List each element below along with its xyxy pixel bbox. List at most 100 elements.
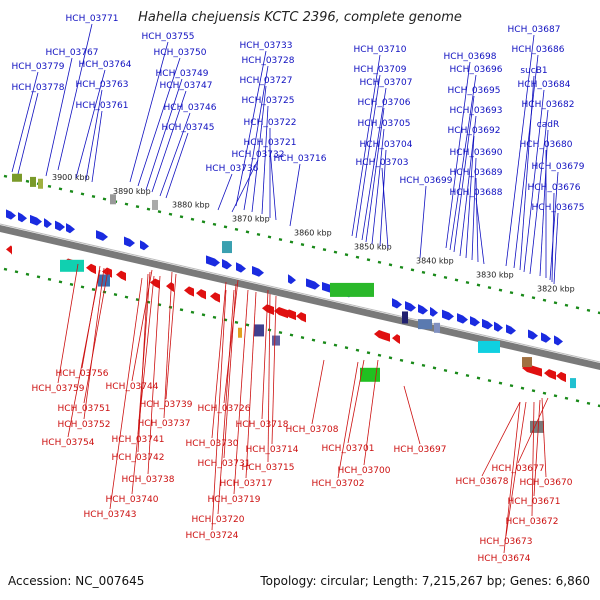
- top-gene-label-connector: [45, 57, 73, 177]
- bottom-gene-label: HCH_03737: [138, 419, 191, 429]
- top-gene-label-connector: [129, 41, 169, 183]
- feature-box: [360, 367, 380, 382]
- top-gene-label: HCH_03763: [76, 80, 129, 90]
- top-gene-label-connector: [11, 71, 39, 173]
- bottom-gene-label-connector: [261, 289, 269, 420]
- bottom-gene-label-connector: [67, 269, 101, 438]
- feature-box: [12, 173, 22, 182]
- inner-tick-rail: [234, 320, 239, 324]
- outer-tick-rail: [520, 293, 525, 297]
- top-gene-label-connector: [261, 105, 269, 215]
- outer-tick-rail: [223, 225, 228, 229]
- inner-tick-rail: [344, 346, 349, 350]
- top-gene-label: HCH_03676: [528, 183, 581, 193]
- forward-gene-arrow: [418, 304, 428, 315]
- top-gene-label-connector: [381, 167, 389, 249]
- bottom-gene-label-connector: [109, 277, 143, 510]
- top-gene-label-connector: [365, 107, 385, 243]
- bottom-gene-label-connector: [137, 273, 149, 453]
- feature-box: [272, 335, 280, 346]
- backbone-band: [0, 225, 600, 370]
- inner-tick-rail: [465, 374, 470, 378]
- forward-gene-arrow: [222, 259, 232, 270]
- bottom-gene-label: HCH_03719: [208, 495, 261, 505]
- top-gene-label-connector: [529, 109, 549, 275]
- bottom-gene-label-connector: [271, 295, 277, 445]
- bottom-gene-label-connector: [245, 291, 257, 479]
- top-gene-label: HCH_03696: [450, 65, 503, 75]
- bottom-gene-label: HCH_03754: [42, 438, 95, 448]
- top-gene-label: HCH_03709: [354, 65, 407, 75]
- top-gene-label: HCH_03761: [76, 101, 129, 111]
- outer-tick-rail: [256, 232, 261, 236]
- forward-gene-arrow: [252, 265, 264, 277]
- bottom-gene-label: HCH_03740: [106, 495, 159, 505]
- inner-tick-rail: [542, 391, 547, 395]
- bottom-gene-label: HCH_03673: [480, 537, 533, 547]
- inner-tick-rail: [47, 277, 52, 281]
- inner-tick-rail: [58, 280, 63, 284]
- inner-tick-rail: [498, 381, 503, 385]
- top-gene-label-connector: [269, 147, 277, 221]
- top-gene-label: HCH_03704: [360, 140, 413, 150]
- top-gene-label-connector: [355, 74, 381, 239]
- top-gene-label: HCH_03688: [450, 188, 503, 198]
- reverse-gene-arrow: [6, 245, 12, 255]
- forward-gene-arrow: [30, 214, 42, 226]
- outer-tick-rail: [333, 250, 338, 254]
- feature-box: [238, 327, 242, 338]
- outer-tick-rail: [366, 258, 371, 262]
- bottom-gene-label-connector: [131, 275, 155, 495]
- forward-gene-arrow: [55, 220, 65, 231]
- reverse-gene-arrow: [556, 371, 566, 383]
- top-gene-label: HCH_03686: [512, 45, 565, 55]
- top-gene-label: HCH_03684: [518, 80, 571, 90]
- reverse-gene-arrow: [150, 278, 160, 289]
- inner-tick-rail: [443, 368, 448, 372]
- outer-tick-rail: [80, 192, 85, 196]
- inner-tick-rail: [91, 287, 96, 292]
- feature-box: [60, 259, 84, 272]
- scale-tick-label: 3850 kbp: [354, 242, 392, 251]
- top-gene-label-connector: [471, 157, 477, 261]
- forward-gene-arrow: [288, 274, 296, 285]
- outer-tick-rail: [586, 308, 591, 312]
- bottom-gene-label: HCH_03678: [456, 477, 509, 487]
- bottom-gene-label: HCH_03714: [246, 445, 299, 455]
- top-gene-label: HCH_03693: [450, 106, 503, 116]
- top-gene-label-connector: [231, 159, 259, 213]
- bottom-gene-label-connector: [211, 281, 227, 439]
- bottom-gene-label-connector: [503, 401, 521, 554]
- top-gene-label: HCH_03745: [162, 123, 215, 133]
- outer-tick-rail: [146, 207, 151, 211]
- scale-tick-label: 3860 kbp: [294, 229, 332, 238]
- top-gene-label: HCH_03687: [508, 25, 561, 35]
- scale-tick-label: 3840 kbp: [416, 257, 454, 266]
- bottom-gene-label-connector: [541, 397, 547, 478]
- bottom-gene-label: HCH_03739: [140, 400, 193, 410]
- reverse-gene-arrow: [296, 312, 306, 323]
- feature-box: [254, 324, 264, 337]
- top-gene-label-connector: [459, 115, 477, 257]
- top-gene-label-connector: [75, 69, 106, 179]
- top-gene-label: HCH_03727: [240, 76, 293, 86]
- top-gene-label-connector: [449, 74, 477, 251]
- top-gene-label-connector: [57, 23, 93, 171]
- outer-tick-rail: [498, 288, 503, 292]
- outer-tick-rail: [91, 194, 96, 199]
- bottom-gene-label: HCH_03697: [394, 445, 447, 455]
- bottom-gene-label-connector: [233, 289, 249, 495]
- inner-tick-rail: [168, 305, 173, 309]
- top-gene-label-connector: [453, 95, 475, 253]
- inner-tick-rail: [487, 379, 492, 383]
- bottom-gene-label-connector: [163, 271, 173, 419]
- feature-box: [478, 340, 500, 353]
- feature-box: [38, 178, 43, 189]
- bottom-gene-label: HCH_03671: [508, 497, 561, 507]
- inner-tick-rail: [69, 282, 74, 286]
- top-gene-label: HCH_03771: [66, 14, 119, 24]
- reverse-gene-arrow: [544, 369, 556, 380]
- top-gene-label: HCH_03699: [400, 176, 453, 186]
- feature-box: [522, 357, 532, 368]
- inner-tick-rail: [366, 351, 371, 355]
